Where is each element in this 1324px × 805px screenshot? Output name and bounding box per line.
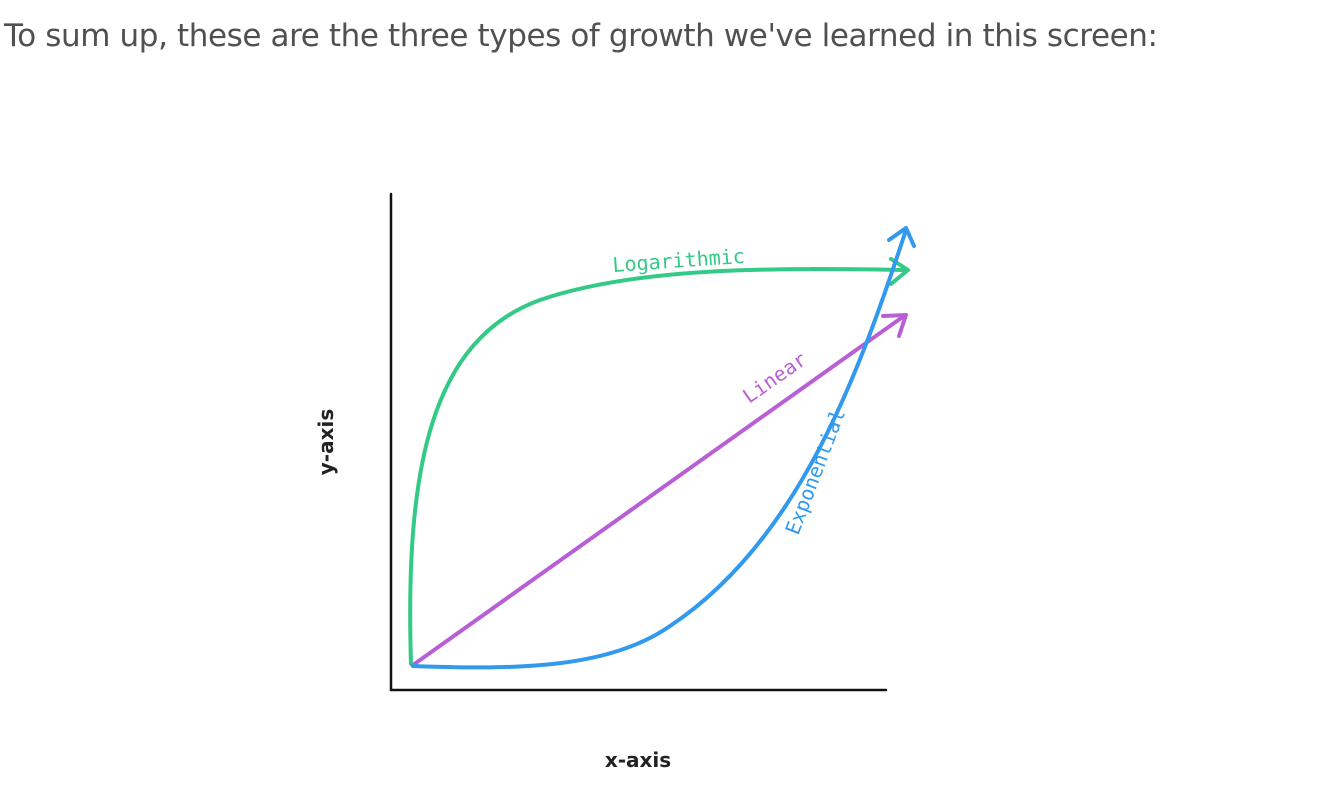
logarithmic-curve [408,257,910,666]
x-axis-label: x-axis [605,748,671,772]
intro-text: To sum up, these are the three types of … [4,18,1158,54]
logarithmic-curve-line [408,267,906,666]
exponential-arrowhead [887,226,916,248]
exponential-label: Exponential [780,406,850,538]
exponential-curve [411,226,916,670]
linear-curve-line [411,314,906,667]
linear-curve [411,313,908,667]
linear-label: Linear [738,347,811,408]
exponential-curve-line [411,228,908,670]
y-axis-label: y-axis [314,409,338,476]
linear-arrowhead [881,313,908,338]
